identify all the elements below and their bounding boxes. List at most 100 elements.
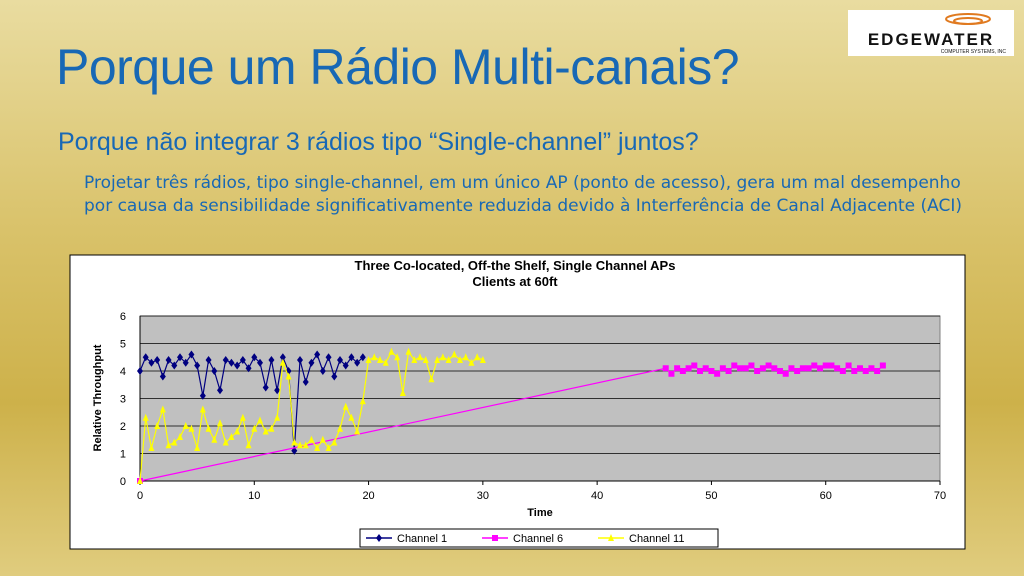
- data-point: [674, 365, 681, 372]
- data-point: [314, 444, 321, 451]
- data-point: [708, 368, 715, 374]
- y-tick-label: 5: [120, 339, 126, 351]
- data-point: [337, 424, 343, 432]
- data-point: [737, 365, 743, 372]
- x-axis-title: Time: [527, 507, 552, 519]
- data-point: [862, 368, 869, 374]
- data-point: [137, 367, 143, 375]
- data-point: [685, 365, 692, 372]
- data-point: [257, 358, 263, 367]
- data-point: [348, 353, 355, 362]
- data-point: [794, 368, 801, 374]
- data-point: [302, 378, 309, 386]
- data-point: [165, 356, 172, 364]
- data-point: [308, 435, 315, 443]
- data-point: [342, 402, 349, 410]
- data-point: [154, 356, 161, 364]
- x-tick-label: 50: [705, 490, 717, 502]
- data-point: [228, 358, 235, 367]
- data-point: [714, 370, 721, 377]
- body-text: Projetar três rádios, tipo single-channe…: [84, 173, 962, 216]
- series-line: [139, 353, 364, 451]
- y-tick-label: 2: [120, 421, 126, 433]
- data-point: [165, 441, 172, 449]
- data-point: [434, 356, 441, 363]
- x-tick-label: 0: [137, 490, 143, 502]
- data-point: [279, 358, 286, 366]
- data-point: [268, 424, 275, 432]
- data-point: [474, 353, 481, 361]
- x-tick-label: 60: [820, 490, 832, 502]
- data-point: [325, 353, 332, 362]
- data-point: [331, 438, 338, 446]
- y-tick-label: 4: [120, 366, 126, 378]
- data-point: [702, 365, 709, 372]
- data-point: [222, 356, 229, 364]
- legend-label: Channel 11: [629, 533, 684, 545]
- data-point: [274, 413, 281, 421]
- data-point: [182, 358, 189, 367]
- data-point: [388, 347, 395, 355]
- data-point: [399, 389, 406, 396]
- x-tick-label: 10: [248, 490, 260, 502]
- data-point: [274, 386, 281, 395]
- legend-marker: [492, 535, 498, 541]
- data-point: [262, 427, 269, 435]
- data-point: [462, 353, 469, 361]
- data-point: [817, 365, 823, 372]
- data-point: [742, 365, 749, 372]
- data-point: [422, 356, 429, 363]
- data-point: [845, 362, 852, 369]
- data-point: [342, 361, 349, 370]
- data-point: [788, 365, 795, 372]
- data-point: [811, 362, 818, 369]
- data-point: [371, 353, 378, 361]
- data-point: [234, 427, 241, 435]
- data-point: [154, 422, 161, 429]
- data-point: [291, 438, 298, 446]
- legend-label: Channel 6: [513, 533, 563, 545]
- data-point: [142, 413, 149, 421]
- data-point: [857, 365, 863, 372]
- data-point: [457, 356, 463, 363]
- data-point: [697, 368, 703, 374]
- data-point: [285, 372, 292, 380]
- data-point: [748, 362, 755, 369]
- data-point: [205, 424, 212, 432]
- data-point: [268, 356, 275, 364]
- data-point: [319, 435, 326, 443]
- legend-label: Channel 1: [397, 533, 447, 545]
- data-point: [348, 413, 355, 421]
- data-point: [359, 397, 366, 405]
- data-point: [245, 441, 252, 449]
- legend-marker: [608, 534, 614, 541]
- data-point: [668, 370, 675, 377]
- data-point: [468, 358, 475, 366]
- data-point: [754, 368, 761, 374]
- data-point: [319, 367, 326, 375]
- data-point: [417, 353, 423, 361]
- logo: EDGEWATER COMPUTER SYSTEMS, INC: [848, 10, 1014, 56]
- data-point: [199, 405, 206, 413]
- data-point: [194, 444, 201, 451]
- legend-box: [359, 528, 719, 548]
- data-point: [217, 419, 223, 427]
- data-point: [142, 353, 149, 362]
- x-tick-label: 30: [477, 490, 489, 502]
- data-point: [211, 435, 218, 443]
- data-point: [331, 372, 338, 381]
- data-point: [874, 368, 881, 374]
- logo-tagline: COMPUTER SYSTEMS, INC: [941, 49, 1007, 55]
- data-point: [245, 364, 252, 373]
- y-tick-label: 3: [120, 394, 126, 406]
- data-point: [359, 353, 366, 362]
- data-point: [868, 365, 875, 372]
- data-point: [302, 441, 309, 449]
- data-point: [234, 361, 241, 370]
- data-point: [777, 368, 783, 374]
- data-point: [217, 386, 223, 395]
- data-point: [188, 350, 195, 359]
- data-point: [782, 370, 789, 377]
